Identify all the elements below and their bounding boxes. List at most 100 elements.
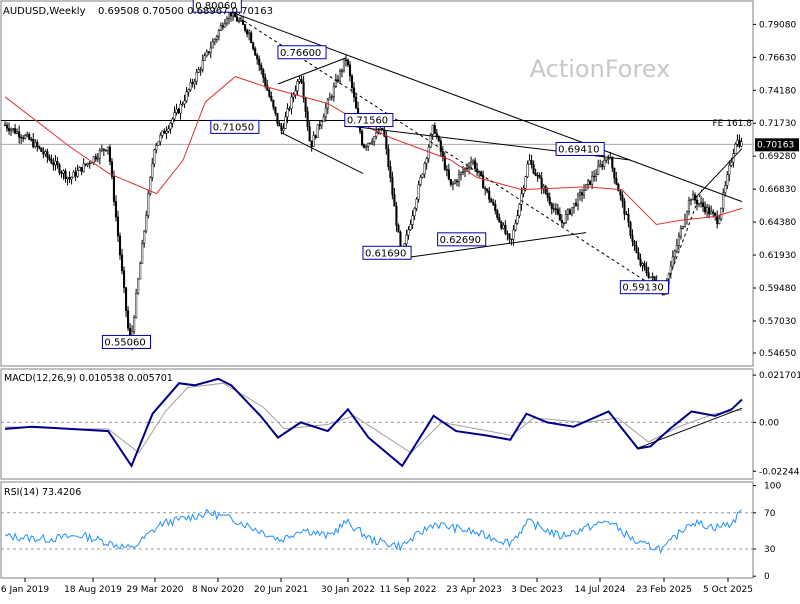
candle-body [720,207,723,220]
candle-body [671,256,674,267]
pivot-label: 0.61690 [365,248,406,259]
candle-body [700,202,703,204]
candle-body [264,77,267,86]
candle-body [389,166,392,178]
candle-body [242,20,245,25]
candle-body [722,192,725,209]
candle-body [716,215,719,224]
candle-body [288,108,291,110]
candle-body [679,228,682,237]
candle-body [734,144,737,154]
candle-body [417,184,420,200]
candle-body [88,162,91,165]
candle-body [258,58,261,66]
candle-body [175,108,178,113]
candle-body [453,180,456,184]
candle-body [237,20,241,22]
candle-body [342,59,346,71]
candle-body [36,142,39,147]
rsi-indicator [1,508,753,555]
candle-body [445,169,448,171]
candle-body [90,162,93,164]
candle-body [490,199,493,203]
candle-body [687,199,691,213]
candle-body [728,165,731,175]
candle-body [425,157,428,164]
candle-body [98,150,101,159]
candle-body [702,202,705,207]
candle-body [647,272,650,278]
candle-body [736,139,739,145]
candle-body [108,146,111,162]
candle-body [163,130,166,134]
candle-body [607,158,610,160]
candle-body [498,217,501,223]
candle-body [324,107,327,118]
candle-body [726,174,729,186]
candle-body [677,235,680,246]
candle-body [169,122,172,130]
candle-body [633,241,636,246]
candle-body [296,81,299,92]
pivot-label: 0.76600 [280,48,321,59]
rsi-tick-label: 30 [764,545,776,555]
candle-body [649,276,652,278]
candle-body [344,59,348,61]
candle-body [393,194,396,207]
candle-body [470,161,473,168]
candle-body [161,130,164,136]
candle-body [84,163,87,166]
candle-body [38,146,41,149]
candle-body [651,276,654,278]
candle-body [429,134,432,148]
candle-body [683,219,686,227]
candle-body [526,163,529,178]
pivot-label-box [619,280,669,295]
time-tick-label: 18 Aug 2019 [64,585,122,595]
candle-body [625,213,628,216]
candle-body [375,132,378,137]
candle-body [12,128,15,130]
candle-body [70,177,73,180]
time-tick-label: 5 Oct 2025 [703,585,753,595]
candle-body [235,16,239,22]
time-tick-label: 20 Jun 2021 [254,585,308,595]
candle-body [314,135,317,138]
candle-body [514,222,517,231]
time-tick-label: 14 Jul 2024 [575,585,626,595]
dashed-trendline [663,189,703,293]
candle-body [629,222,632,236]
candle-body [510,238,513,240]
candle-body [64,170,67,180]
price-tick-label: 0.59480 [759,284,796,294]
candle-body [435,132,438,137]
candle-body [217,30,220,37]
candle-body [22,137,25,139]
price-tick-label: 0.71730 [759,119,796,129]
candle-body [619,190,622,196]
candle-body [516,215,519,224]
trendline [401,232,587,259]
candle-body [355,96,358,109]
candle-body [30,138,33,141]
candle-body [585,184,588,191]
candle-body [201,60,204,70]
candle-body [110,161,113,177]
candle-body [615,177,618,185]
price-tick-label: 0.69280 [759,152,796,162]
watermark-text: ActionForex [530,55,671,83]
candle-body [421,173,424,178]
price-tick-label: 0.54650 [759,349,796,359]
candle-body [187,89,190,93]
candle-body [439,140,442,152]
time-tick-label: 6 Jan 2019 [1,585,49,595]
candle-body [151,163,154,178]
candle-body [675,245,678,252]
candle-body [270,96,273,101]
candle-body [472,160,475,163]
candle-body [225,18,228,24]
pivot-label-box [362,245,412,260]
candle-body [552,208,555,210]
